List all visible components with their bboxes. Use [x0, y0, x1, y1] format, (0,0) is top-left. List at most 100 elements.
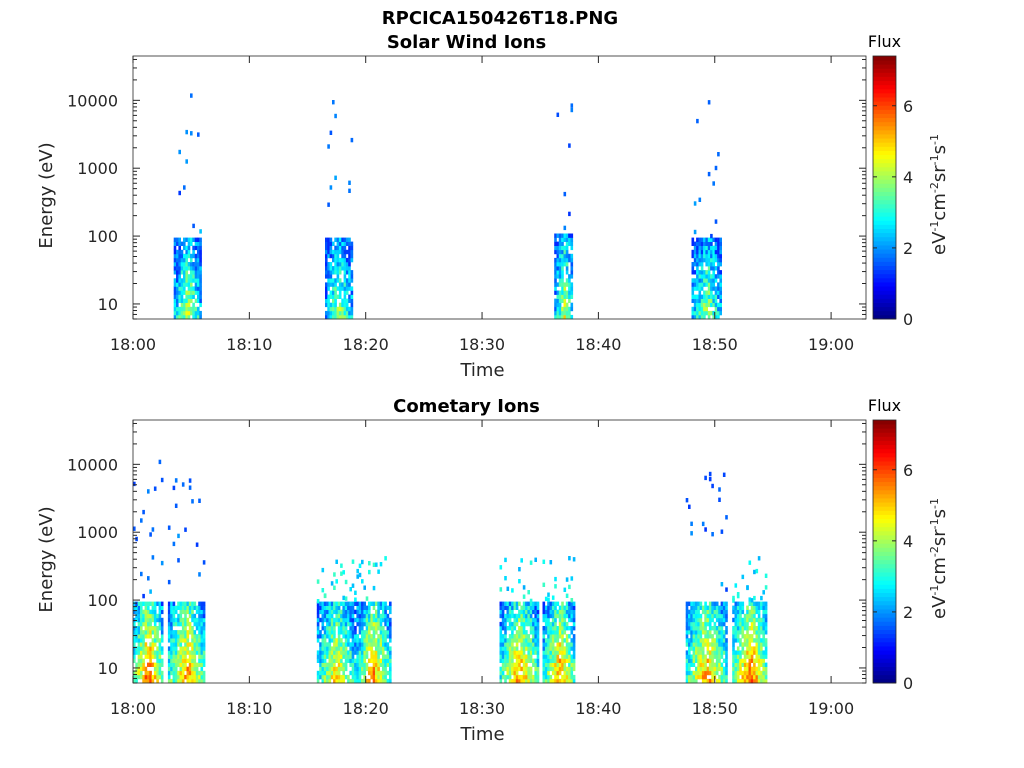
heatmap-cell [536, 630, 540, 635]
heatmap-cell [183, 290, 186, 295]
heatmap-cell [568, 211, 571, 217]
panel-title: Solar Wind Ions [387, 32, 546, 53]
heatmap-cell [321, 646, 325, 651]
heatmap-cell [565, 278, 569, 283]
colorbar-tick-label: 0 [903, 674, 913, 693]
heatmap-cell [561, 245, 564, 251]
heatmap-cell [170, 617, 173, 623]
heatmap-cell [712, 274, 715, 279]
heatmap-cell [715, 666, 719, 672]
axes-frame [132, 55, 867, 320]
heatmap-cell [177, 558, 180, 563]
heatmap-cell [722, 630, 726, 635]
heatmap-cell [156, 638, 159, 643]
heatmap-cell [570, 658, 574, 663]
colorbar-segment [873, 613, 896, 618]
heatmap-cell [698, 302, 702, 308]
heatmap-cell [365, 634, 369, 639]
y-tick-label: 10000 [67, 91, 118, 110]
heatmap-cell [135, 674, 138, 680]
heatmap-cell [377, 609, 380, 615]
heatmap-cell [342, 678, 345, 684]
heatmap-cell [174, 654, 178, 659]
heatmap-cell [179, 650, 183, 655]
heatmap-cell [365, 621, 369, 627]
heatmap-cell [718, 605, 721, 610]
heatmap-cell [722, 650, 726, 655]
heatmap-cell [710, 257, 713, 263]
heatmap-cell [358, 646, 362, 651]
heatmap-cell [556, 314, 560, 320]
heatmap-cell [522, 609, 526, 615]
heatmap-cell [529, 617, 533, 623]
heatmap-cell [345, 249, 349, 255]
heatmap-cell [718, 638, 721, 643]
heatmap-cell [547, 626, 550, 631]
heatmap-cell [695, 678, 698, 684]
heatmap-cell [321, 662, 325, 667]
heatmap-cell [326, 617, 329, 623]
heatmap-cell [714, 266, 718, 271]
heatmap-cell [375, 609, 378, 615]
heatmap-cell [722, 642, 726, 647]
heatmap-cell [511, 588, 514, 593]
heatmap-cell [534, 609, 537, 615]
heatmap-cell [333, 642, 336, 647]
x-tick-label: 18:10 [226, 699, 272, 718]
heatmap-cell [372, 650, 376, 655]
heatmap-cell [177, 642, 180, 647]
heatmap-cell [316, 601, 320, 606]
heatmap-cell [358, 617, 362, 623]
heatmap-cell [327, 278, 330, 283]
heatmap-cell [713, 666, 717, 672]
heatmap-cell [334, 175, 337, 180]
heatmap-cell [748, 626, 752, 631]
heatmap-cell [185, 302, 188, 308]
heatmap-cell [722, 617, 726, 623]
heatmap-cell [349, 670, 352, 676]
heatmap-cell [327, 314, 330, 320]
heatmap-cell [556, 638, 560, 643]
heatmap-cell [570, 609, 574, 615]
heatmap-cell [386, 617, 390, 623]
heatmap-cell [757, 613, 761, 619]
heatmap-cell [695, 654, 698, 659]
heatmap-cell [156, 678, 159, 684]
heatmap-cell [389, 601, 392, 606]
heatmap-cell [570, 107, 574, 113]
heatmap-cell [195, 674, 199, 680]
heatmap-cell [563, 262, 567, 267]
heatmap-cell [149, 662, 152, 667]
heatmap-cell [361, 630, 364, 635]
heatmap-cell [185, 257, 188, 263]
heatmap-cell [185, 282, 188, 287]
colorbar-segment [873, 129, 896, 135]
heatmap-cell [179, 613, 183, 619]
heatmap-cell [757, 634, 761, 639]
heatmap-cell [720, 601, 724, 606]
heatmap-cell [720, 638, 724, 643]
heatmap-cell [160, 617, 164, 623]
heatmap-cell [170, 650, 173, 655]
heatmap-cell [329, 294, 333, 299]
heatmap-cell [332, 290, 335, 295]
heatmap-cell [176, 257, 179, 263]
heatmap-cell [690, 646, 693, 651]
heatmap-cell [172, 601, 176, 606]
heatmap-cell [704, 670, 707, 676]
heatmap-cell [556, 626, 560, 631]
heatmap-cell [356, 617, 359, 623]
heatmap-cell [563, 294, 567, 299]
heatmap-cell [156, 646, 159, 651]
heatmap-cell [172, 613, 176, 619]
heatmap-cell [144, 617, 148, 623]
heatmap-cell [147, 621, 150, 627]
x-axis-label: Time [459, 724, 504, 745]
heatmap-cell [198, 678, 201, 684]
heatmap-cell [332, 253, 335, 259]
heatmap-cell [176, 298, 179, 303]
heatmap-cell [508, 670, 512, 676]
heatmap-cell [185, 294, 188, 299]
heatmap-cell [705, 294, 708, 299]
heatmap-cell [691, 298, 695, 303]
